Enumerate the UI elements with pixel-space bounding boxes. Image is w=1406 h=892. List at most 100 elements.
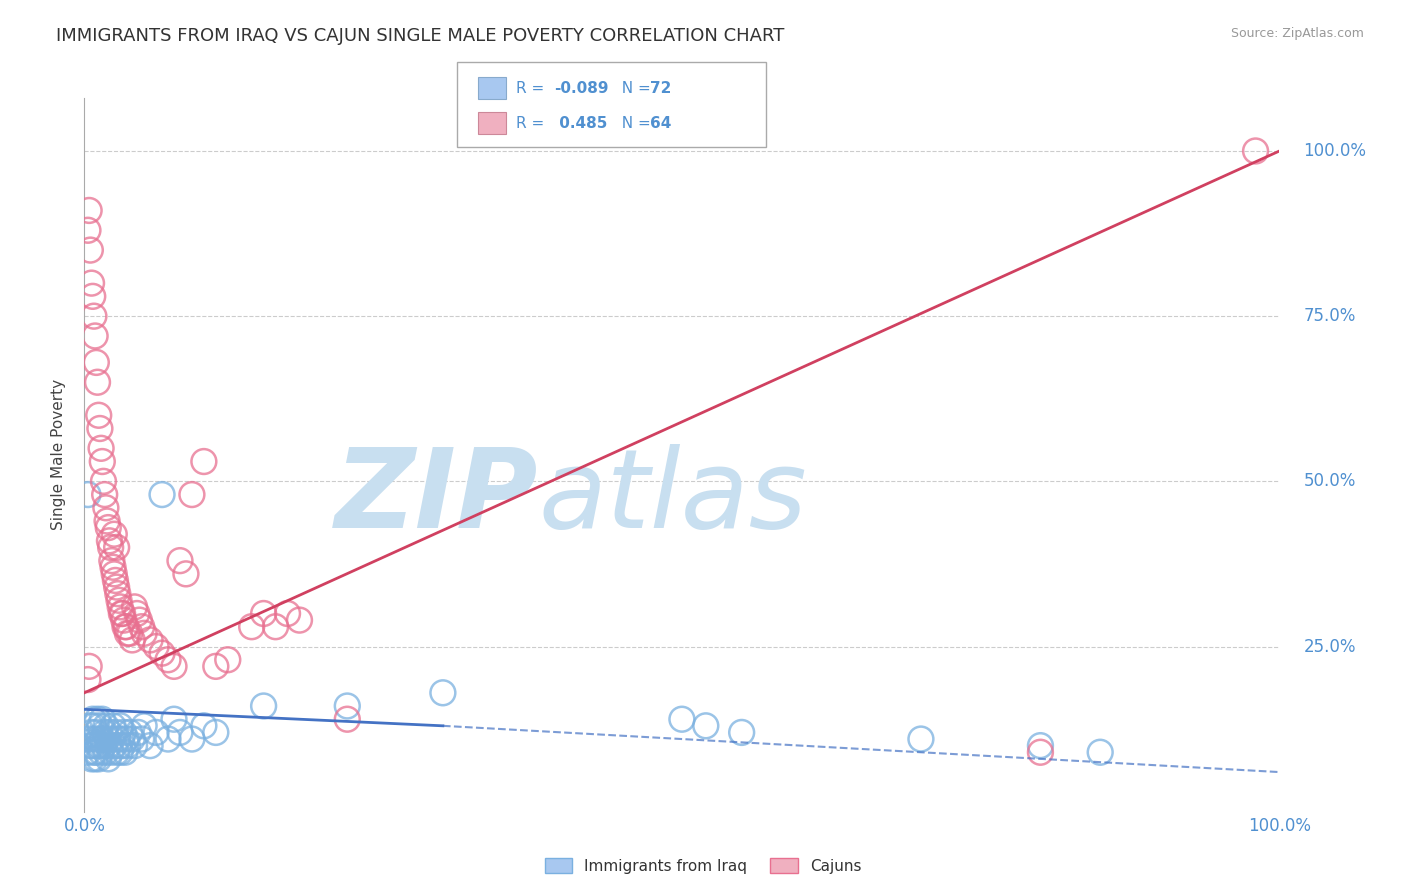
Point	[111, 607, 134, 621]
Point	[89, 719, 111, 733]
Point	[84, 355, 107, 369]
Point	[80, 752, 103, 766]
Point	[98, 725, 121, 739]
Point	[84, 732, 107, 747]
Point	[671, 712, 693, 726]
Point	[112, 613, 135, 627]
Point	[1029, 739, 1052, 753]
Point	[193, 719, 215, 733]
Point	[93, 487, 115, 501]
Point	[80, 276, 103, 290]
Point	[118, 626, 141, 640]
Point	[121, 732, 143, 747]
Point	[110, 745, 132, 759]
Point	[163, 659, 186, 673]
Point	[157, 653, 180, 667]
Point	[111, 739, 134, 753]
Text: ZIP: ZIP	[335, 444, 538, 551]
Text: 64: 64	[650, 115, 671, 130]
Point	[132, 719, 156, 733]
Point	[101, 560, 124, 574]
Point	[103, 527, 125, 541]
Point	[157, 732, 180, 747]
Point	[107, 732, 129, 747]
Point	[131, 620, 153, 634]
Point	[240, 620, 263, 634]
Point	[86, 712, 108, 726]
Point	[84, 752, 107, 766]
Point	[87, 732, 110, 747]
Point	[91, 454, 114, 468]
Text: R =: R =	[516, 115, 550, 130]
Text: -0.089: -0.089	[554, 80, 609, 95]
Point	[97, 520, 120, 534]
Text: 0.485: 0.485	[554, 115, 607, 130]
Point	[101, 732, 124, 747]
Point	[217, 653, 239, 667]
Point	[96, 514, 118, 528]
Point	[104, 725, 127, 739]
Point	[86, 739, 108, 753]
Point	[132, 626, 156, 640]
Point	[77, 659, 100, 673]
Point	[94, 745, 117, 759]
Point	[114, 620, 136, 634]
Point	[77, 745, 100, 759]
Point	[1244, 144, 1267, 158]
Point	[105, 745, 128, 759]
Point	[77, 673, 100, 687]
Text: 72: 72	[650, 80, 671, 95]
Point	[118, 725, 141, 739]
Point	[90, 442, 112, 456]
Point	[124, 739, 146, 753]
Point	[77, 732, 100, 747]
Point	[110, 607, 132, 621]
Point	[108, 739, 131, 753]
Point	[89, 739, 111, 753]
Point	[101, 554, 124, 568]
Point	[97, 752, 120, 766]
Point	[103, 739, 125, 753]
Point	[83, 719, 105, 733]
Point	[288, 613, 311, 627]
Point	[101, 719, 124, 733]
Text: Source: ZipAtlas.com: Source: ZipAtlas.com	[1230, 27, 1364, 40]
Point	[174, 566, 197, 581]
Point	[115, 732, 138, 747]
Point	[145, 725, 167, 739]
Point	[97, 739, 120, 753]
Point	[79, 243, 101, 257]
Point	[117, 739, 139, 753]
Point	[145, 640, 167, 654]
Point	[87, 409, 110, 423]
Point	[77, 203, 100, 218]
Point	[93, 739, 115, 753]
Point	[264, 620, 287, 634]
Point	[121, 632, 143, 647]
Point	[139, 739, 162, 753]
Point	[114, 745, 136, 759]
Point	[94, 500, 117, 515]
Point	[105, 541, 128, 555]
Point	[112, 725, 135, 739]
Point	[139, 632, 162, 647]
Point	[205, 725, 228, 739]
Point	[432, 686, 454, 700]
Point	[82, 712, 104, 726]
Point	[103, 566, 125, 581]
Point	[83, 745, 105, 759]
Point	[910, 732, 932, 747]
Point	[96, 732, 118, 747]
Point	[1029, 745, 1052, 759]
Point	[150, 487, 173, 501]
Point	[105, 580, 128, 594]
Point	[336, 698, 359, 713]
Point	[128, 613, 150, 627]
Text: 50.0%: 50.0%	[1303, 473, 1355, 491]
Text: R =: R =	[516, 80, 550, 95]
Point	[90, 745, 112, 759]
Point	[80, 725, 103, 739]
Point	[98, 533, 121, 548]
Point	[108, 593, 131, 607]
Text: N =: N =	[612, 80, 655, 95]
